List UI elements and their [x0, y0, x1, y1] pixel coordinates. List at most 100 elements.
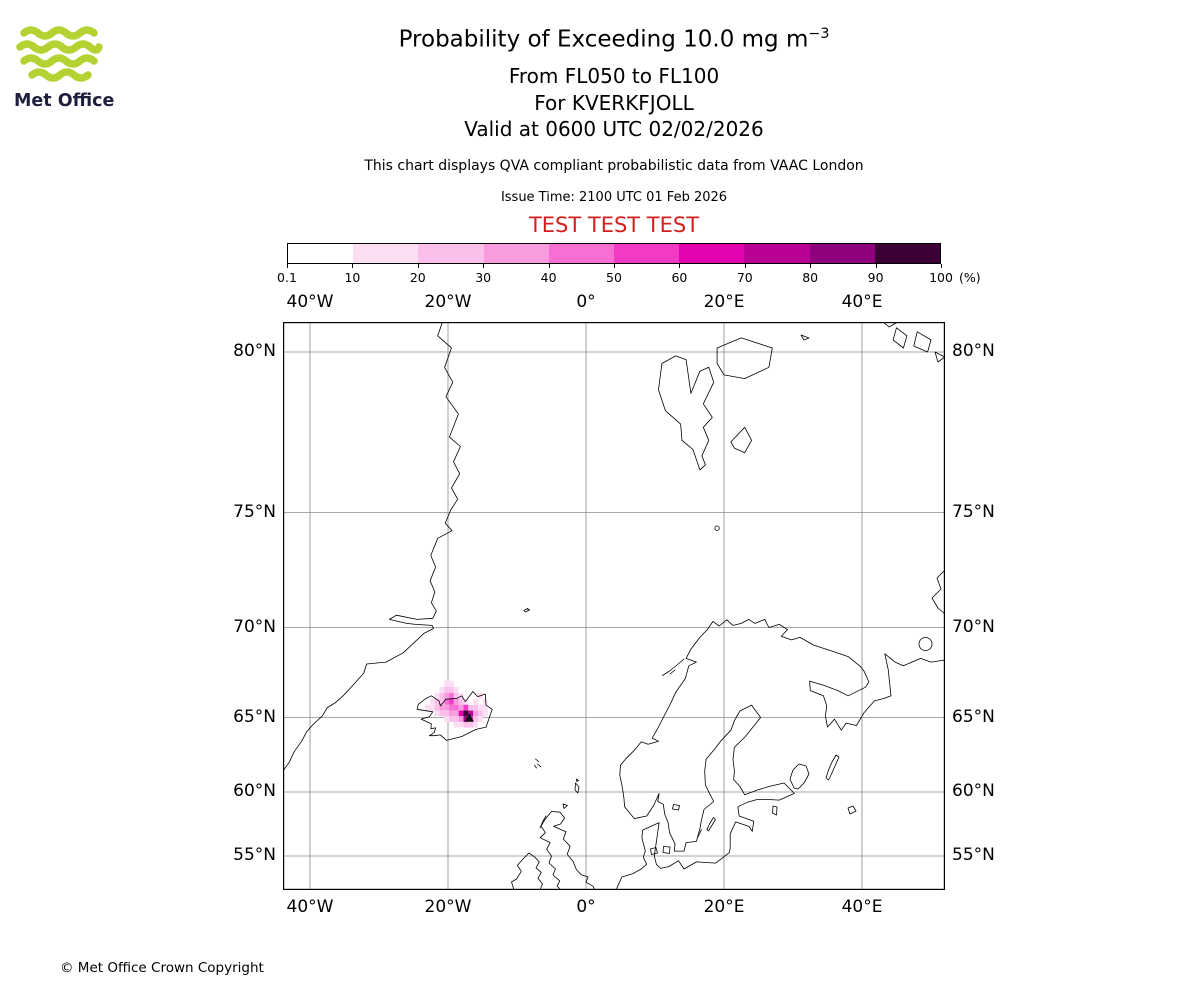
colorbar-tick-label: 30 [475, 270, 492, 285]
valid-time-line: Valid at 0600 UTC 02/02/2026 [464, 117, 764, 141]
lake-peipus [772, 805, 778, 816]
probability-cell [449, 710, 454, 717]
y-axis-tick-label: 55°N [952, 844, 995, 865]
colorbar-tick [417, 264, 419, 268]
probability-cells [424, 680, 488, 728]
probability-cell [458, 716, 464, 722]
colorbar-segment [744, 244, 810, 263]
x-axis-tick-label: 20°E [703, 897, 745, 917]
colorbar-tick-label: 60 [671, 270, 688, 285]
lake-onega [825, 754, 840, 781]
colorbar-tick-label: 40 [540, 270, 557, 285]
probability-cell [463, 704, 469, 711]
page-title: Probability of Exceeding 10.0 mg m−3 [283, 26, 945, 53]
probability-cell [463, 710, 469, 717]
probability-cell [449, 698, 454, 705]
probability-cell [473, 716, 479, 722]
y-axis-tick-label: 70°N [952, 616, 995, 637]
probability-cell [482, 704, 488, 711]
y-axis-tick-label: 75°N [952, 501, 995, 522]
coast-mainland [615, 619, 946, 891]
x-axis-tick-label: 40°E [841, 897, 883, 917]
colorbar-tick [614, 264, 615, 268]
coast-britain-east [540, 811, 596, 891]
probability-cell [453, 692, 459, 699]
colorbar-tick-label: 90 [867, 270, 884, 285]
probability-cell [473, 704, 479, 711]
colorbar-segment [614, 244, 680, 263]
colorbar-tick [352, 264, 354, 268]
colorbar-tick-label: 50 [606, 270, 622, 285]
y-axis-tick-label: 65°N [233, 706, 276, 727]
colorbar-segment [353, 244, 419, 263]
probability-cell [478, 710, 483, 717]
colorbar-tick-label: 100 [929, 270, 953, 285]
coast-nordaustlandet [716, 337, 773, 379]
probability-cell [439, 710, 445, 717]
coast-oland [697, 829, 702, 839]
probability-cell [449, 704, 454, 711]
colorbar-tick [875, 264, 877, 268]
probability-cell [463, 721, 469, 728]
coast-faroes [534, 758, 542, 769]
flight-level-range: From FL050 to FL100 [508, 64, 720, 88]
colorbar-tick-label: 10 [344, 270, 361, 285]
coast-kvitoya [800, 334, 810, 341]
probability-cell [453, 716, 459, 722]
colorbar-segment [418, 244, 484, 263]
copyright-notice: © Met Office Crown Copyright [60, 960, 264, 976]
probability-cell [449, 686, 454, 693]
probability-cell [429, 704, 435, 711]
probability-cell [434, 698, 440, 705]
probability-cell [482, 710, 488, 717]
colorbar-tick [548, 264, 550, 268]
coast-iceland [416, 691, 493, 741]
x-axis-tick-label: 0° [576, 897, 596, 917]
colorbar-tick [744, 264, 746, 268]
probability-cell [444, 716, 450, 722]
coast-gotland [706, 817, 716, 832]
probability-cell [478, 716, 483, 722]
probability-cell [453, 686, 459, 693]
y-axis-tick-label: 60°N [952, 781, 995, 801]
coast-funen [650, 847, 658, 855]
probability-cell [468, 704, 474, 711]
graticule [283, 322, 945, 890]
probability-cell [453, 698, 459, 705]
y-axis-tick-label: 80°N [952, 341, 995, 361]
coast-jan-mayen [523, 608, 530, 613]
colorbar-segment [874, 244, 941, 263]
probability-cell [444, 686, 450, 693]
colorbar-tick [941, 264, 942, 268]
coast-zealand [662, 846, 671, 854]
x-axis-tick-label: 20°E [703, 292, 745, 312]
probability-cell [473, 710, 479, 717]
colorbar-segments [287, 243, 941, 264]
probability-cell [458, 704, 464, 711]
probability-cell [473, 721, 479, 728]
coast-bear-island [714, 525, 720, 531]
probability-cell [453, 721, 459, 728]
probability-cell [449, 680, 454, 687]
probability-cell [429, 698, 435, 705]
colorbar-segment [288, 244, 354, 263]
y-axis-right-labels: 80°N 75°N 70°N 65°N 60°N 55°N [952, 322, 1038, 890]
met-office-logo-text: Met Office [14, 91, 115, 111]
probability-cell [424, 704, 430, 711]
probability-cell [444, 680, 450, 687]
lake-beloye [847, 805, 857, 815]
y-axis-tick-label: 70°N [233, 616, 276, 637]
probability-cell [458, 721, 464, 728]
probability-cell [458, 710, 464, 717]
colorbar-legend: 0.1 10 20 30 40 50 60 70 80 90 100 (%) [277, 243, 981, 303]
colorbar-tick [679, 264, 681, 268]
probability-cell [453, 704, 459, 711]
colorbar-tick-label: 20 [409, 270, 426, 285]
y-axis-tick-label: 55°N [233, 844, 276, 865]
coastlines [282, 321, 946, 891]
map-panel [282, 321, 946, 891]
colorbar-segment [483, 244, 549, 263]
colorbar-segment [548, 244, 615, 263]
coast-britain-west [539, 825, 562, 891]
